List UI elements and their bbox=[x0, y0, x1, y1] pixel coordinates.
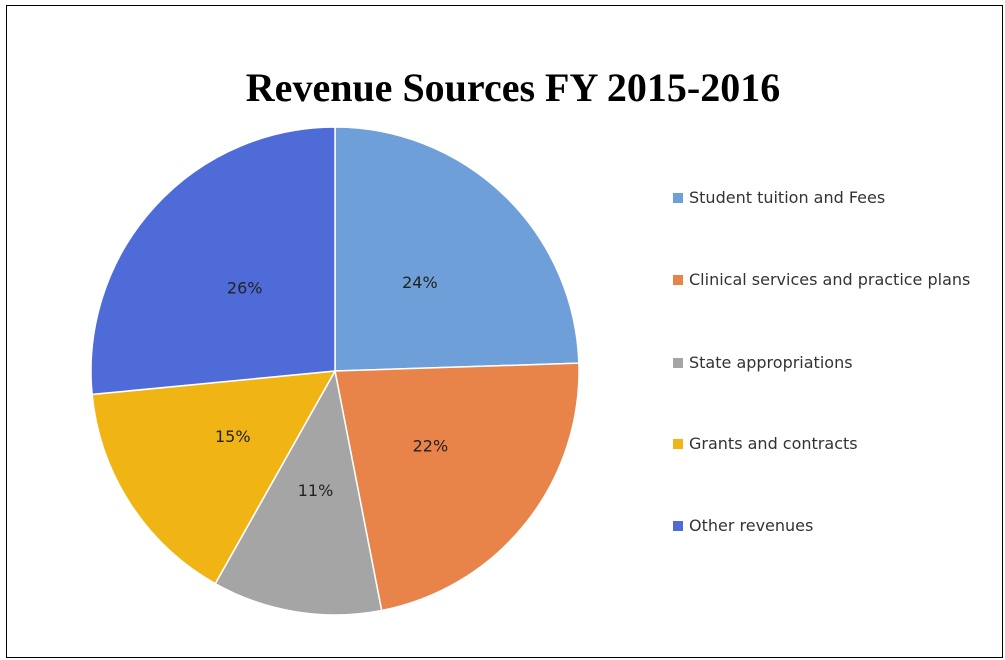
pie-slice bbox=[91, 370, 337, 585]
chart-frame: Revenue Sources FY 2015-2016 24% 22% 11% 15… bbox=[6, 5, 1003, 658]
pie-slice bbox=[334, 362, 580, 612]
legend-item: Other revenues bbox=[673, 512, 979, 540]
legend-swatch bbox=[673, 358, 683, 368]
legend-label: Clinical services and practice plans bbox=[689, 270, 971, 289]
pie-slice bbox=[334, 126, 580, 372]
legend-label: Student tuition and Fees bbox=[689, 188, 886, 207]
data-label: 11% bbox=[298, 481, 334, 500]
chart-title: Revenue Sources FY 2015-2016 bbox=[246, 65, 780, 110]
legend-item: Clinical services and practice plans bbox=[673, 266, 979, 294]
legend-swatch bbox=[673, 521, 683, 531]
legend-item: Grants and contracts bbox=[673, 430, 979, 458]
chart: Revenue Sources FY 2015-2016 24% 22% 11% 15… bbox=[90, 65, 780, 616]
data-label: 24% bbox=[402, 273, 438, 292]
legend-item: Student tuition and Fees bbox=[673, 184, 979, 212]
pie-slice bbox=[214, 368, 383, 616]
data-label: 22% bbox=[413, 437, 449, 456]
legend-label: Other revenues bbox=[689, 516, 814, 535]
legend-label: Grants and contracts bbox=[689, 434, 858, 453]
legend-label: State appropriations bbox=[689, 353, 853, 372]
legend-item: State appropriations bbox=[673, 349, 979, 377]
data-label: 15% bbox=[215, 427, 251, 446]
legend-swatch bbox=[673, 275, 683, 285]
pie-slice bbox=[90, 126, 336, 396]
data-label: 26% bbox=[227, 278, 263, 297]
legend-swatch bbox=[673, 193, 683, 203]
legend-swatch bbox=[673, 439, 683, 449]
